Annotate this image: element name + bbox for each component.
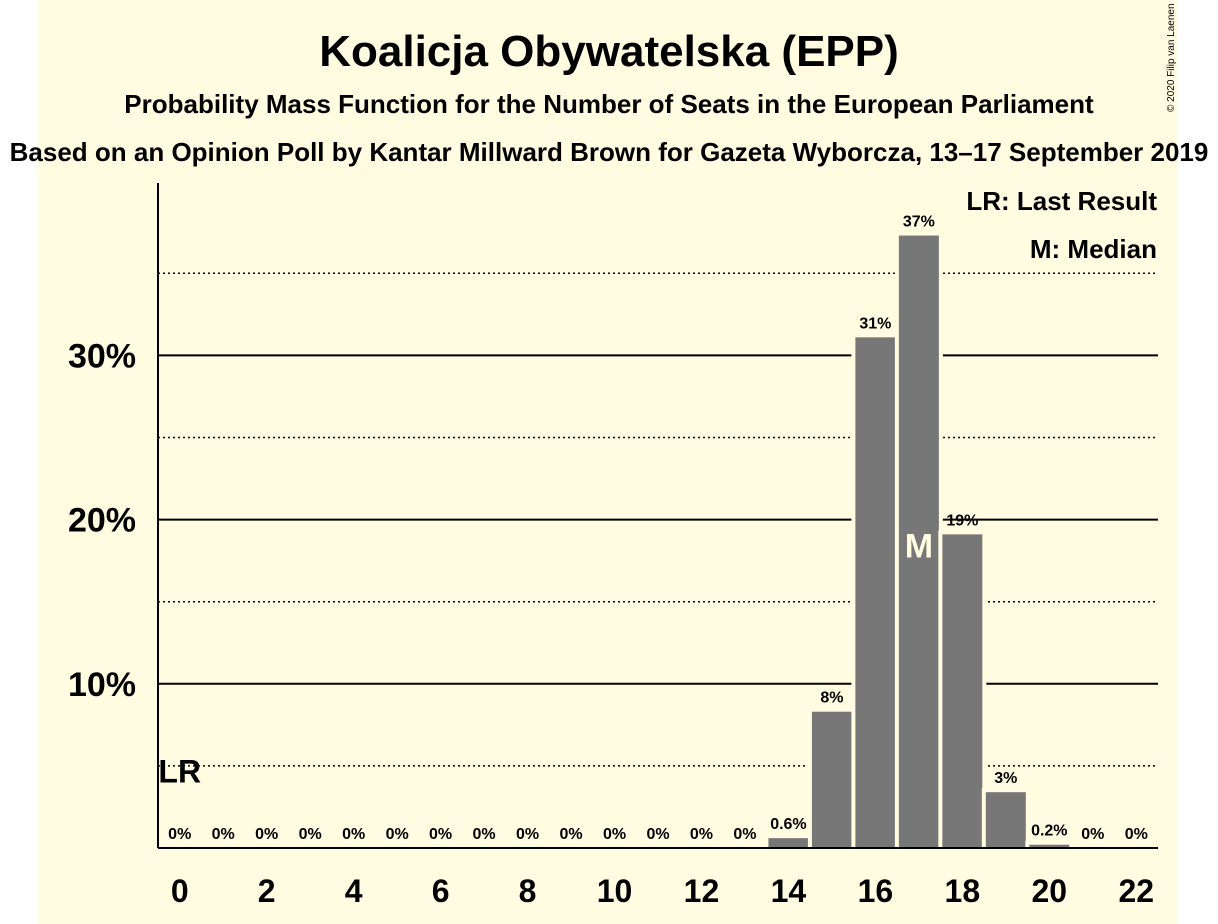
bar-seat-14	[768, 838, 809, 848]
chart-background-panel	[38, 0, 1178, 924]
bars-layer	[764, 231, 1074, 848]
bar-halo	[1025, 840, 1074, 848]
data-label: 0%	[1081, 826, 1104, 843]
bar-seat-15	[811, 711, 852, 848]
data-label: 0%	[516, 826, 539, 843]
x-tick-label: 22	[1118, 873, 1154, 909]
copyright-notice: © 2020 Filip van Laenen	[1166, 3, 1177, 112]
x-tick-label: 12	[684, 873, 720, 909]
chart-subtitle: Probability Mass Function for the Number…	[124, 89, 1094, 119]
x-tick-label: 2	[258, 873, 276, 909]
grid-layer	[158, 272, 1158, 767]
data-label: 0%	[255, 826, 278, 843]
legend-median: M: Median	[1030, 234, 1157, 264]
legend-last-result: LR: Last Result	[966, 186, 1157, 216]
y-tick-label: 30%	[68, 337, 136, 375]
data-label: 37%	[903, 214, 935, 231]
bar-seat-20	[1029, 844, 1070, 848]
bar-seat-19	[985, 792, 1026, 848]
x-tick-label: 10	[597, 873, 633, 909]
median-marker: M	[905, 527, 933, 565]
x-tick-label: 16	[858, 873, 894, 909]
bar-seat-18	[942, 534, 983, 848]
x-tick-label: 8	[519, 873, 537, 909]
data-label: 0%	[603, 826, 626, 843]
data-label: 0%	[429, 826, 452, 843]
labels-layer: 10%20%30%0% 0% 0% 0% 0% 0% 0% 0% 0% 0% 0% 0% 0% 0%0.6…	[68, 183, 1158, 909]
data-label: 0%	[646, 826, 669, 843]
data-label: 0%	[733, 826, 756, 843]
data-label: 0%	[212, 826, 235, 843]
last-result-marker: LR	[158, 753, 201, 789]
x-tick-label: 14	[771, 873, 807, 909]
x-tick-label: 6	[432, 873, 450, 909]
x-tick-label: 4	[345, 873, 363, 909]
y-tick-label: 20%	[68, 502, 136, 540]
data-label: 19%	[946, 512, 978, 529]
data-label: 0%	[690, 826, 713, 843]
data-label: 0.6%	[770, 816, 806, 833]
bar-seat-16	[855, 337, 896, 848]
data-label: 8%	[820, 690, 843, 707]
x-tick-label: 0	[171, 873, 189, 909]
y-tick-label: 10%	[68, 666, 136, 704]
data-label: 31%	[859, 315, 891, 332]
chart-title: Koalicja Obywatelska (EPP)	[319, 27, 899, 76]
data-label: 0%	[299, 826, 322, 843]
x-tick-label: 18	[945, 873, 981, 909]
data-label: 0%	[168, 826, 191, 843]
chart-source-subtitle: Based on an Opinion Poll by Kantar Millw…	[10, 137, 1209, 167]
data-label: 0%	[1125, 826, 1148, 843]
data-label: 0.2%	[1031, 823, 1067, 840]
data-label: 0%	[342, 826, 365, 843]
data-label: 0%	[559, 826, 582, 843]
data-label: 3%	[994, 770, 1017, 787]
x-tick-label: 20	[1032, 873, 1068, 909]
data-label: 0%	[473, 826, 496, 843]
bar-seat-17	[898, 235, 939, 848]
data-label: 0%	[386, 826, 409, 843]
